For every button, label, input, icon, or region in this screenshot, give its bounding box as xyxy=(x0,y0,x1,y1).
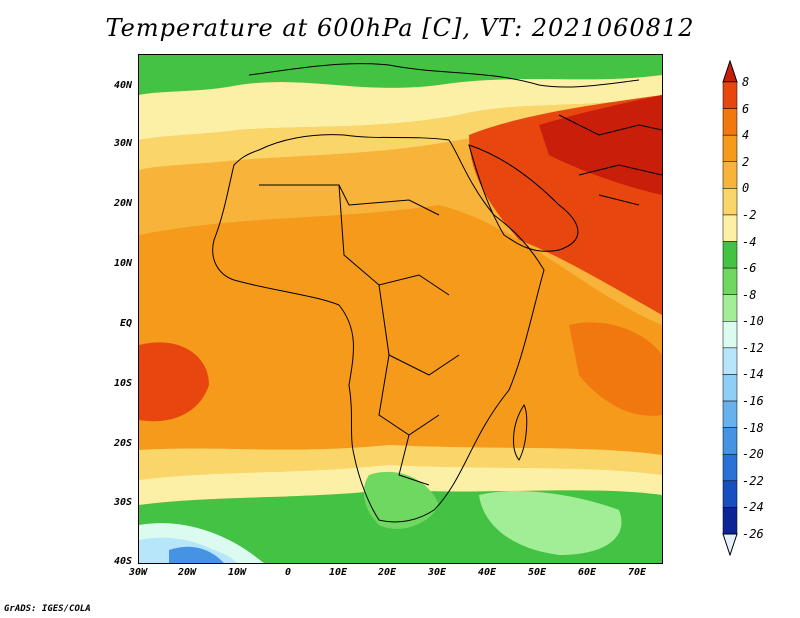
sw-atlantic-hot xyxy=(139,342,209,422)
lon-label-60e: 60E xyxy=(577,567,597,578)
colorbar-swatch xyxy=(722,294,738,322)
asia-borders xyxy=(558,114,662,206)
north-yellow-band xyxy=(139,75,662,140)
colorbar-swatch xyxy=(722,453,738,482)
colorbar-swatch xyxy=(722,400,738,428)
north-green-band xyxy=(139,55,662,95)
colorbar-swatch xyxy=(722,507,738,535)
colorbar-swatch xyxy=(722,347,738,375)
borders-5 xyxy=(398,434,430,486)
lat-label-20s: 20S xyxy=(113,438,132,449)
lat-label-20n: 20N xyxy=(113,198,132,209)
colorbar-tick-label: -12 xyxy=(742,340,764,355)
colorbar-swatch xyxy=(722,480,738,508)
temperature-field xyxy=(139,55,662,563)
temperature-map xyxy=(138,54,663,564)
north-pale-band xyxy=(139,95,662,170)
lat-label-eq: EQ xyxy=(119,318,132,329)
colorbar-tick-label: -26 xyxy=(742,527,764,541)
lon-label-10e: 10E xyxy=(328,567,348,578)
lat-label-10n: 10N xyxy=(113,258,132,269)
colorbar-tick-label: -2 xyxy=(742,207,757,222)
tropical-orange xyxy=(139,205,662,455)
colorbar-swatch xyxy=(722,374,738,402)
colorbar-tick-label: -24 xyxy=(742,500,764,515)
colorbar-tick-label: -10 xyxy=(742,314,764,329)
south-pale-band xyxy=(139,445,662,480)
lat-label-30n: 30N xyxy=(113,138,132,149)
colorbar xyxy=(722,60,738,556)
lat-label-40s: 40S xyxy=(113,556,132,567)
europe-coast xyxy=(248,63,640,88)
lon-label-30w: 30W xyxy=(128,567,148,578)
lon-label-40e: 40E xyxy=(477,567,497,578)
colorbar-tick-label: -18 xyxy=(742,420,764,435)
lat-label-10s: 10S xyxy=(113,378,132,389)
colorbar-tick-label: 2 xyxy=(742,154,750,169)
colorbar-tick-label: 4 xyxy=(742,128,750,143)
colorbar-tick-label: -16 xyxy=(742,394,764,409)
madagascar xyxy=(513,403,528,461)
cold-blue xyxy=(169,546,224,563)
colorbar-top-arrow xyxy=(722,60,738,83)
colorbar-swatch xyxy=(722,134,738,163)
indian-ocean-warm xyxy=(569,322,662,416)
map-title: Temperature at 600hPa [C], VT: 202106081… xyxy=(105,14,695,42)
colorbar-swatch xyxy=(722,108,738,136)
colorbar-tick-label: -20 xyxy=(742,447,764,462)
lon-label-70e: 70E xyxy=(627,567,647,578)
colorbar-swatch xyxy=(722,188,738,216)
colorbar-swatch xyxy=(722,81,738,109)
colorbar-swatch xyxy=(722,161,738,189)
africa-outline xyxy=(212,134,545,523)
lon-label-20w: 20W xyxy=(177,567,197,578)
colorbar-tick-label: -22 xyxy=(742,473,764,488)
credit-text: GrADS: IGES/COLA xyxy=(4,604,91,614)
colorbar-tick-label: 8 xyxy=(742,75,750,89)
colorbar-swatch xyxy=(722,267,738,295)
borders-4 xyxy=(378,354,440,436)
lat-label-30s: 30S xyxy=(113,497,132,508)
lon-label-0: 0 xyxy=(284,567,292,578)
south-lighter-green xyxy=(479,490,622,555)
colorbar-segments xyxy=(722,60,738,556)
lon-label-20e: 20E xyxy=(377,567,397,578)
lon-label-10w: 10W xyxy=(227,567,247,578)
borders-1 xyxy=(259,184,440,216)
colorbar-tick-label: -6 xyxy=(742,261,757,276)
south-light-green xyxy=(363,471,439,529)
lon-label-30e: 30E xyxy=(427,567,447,578)
colorbar-swatch xyxy=(722,241,738,269)
colorbar-bottom-arrow xyxy=(722,533,738,556)
lat-label-40n: 40N xyxy=(113,80,132,91)
colorbar-tick-label: 6 xyxy=(742,101,750,116)
arabian-peninsula xyxy=(468,144,579,252)
colorbar-swatch xyxy=(722,321,738,349)
colorbar-swatch xyxy=(722,214,738,242)
lon-label-50e: 50E xyxy=(527,567,547,578)
colorbar-tick-label: -14 xyxy=(742,367,764,382)
colorbar-swatch xyxy=(722,427,738,455)
coastlines xyxy=(212,63,662,523)
colorbar-tick-label: 0 xyxy=(742,181,750,196)
colorbar-tick-label: -4 xyxy=(742,234,757,249)
colorbar-tick-label: -8 xyxy=(742,287,757,302)
borders-3 xyxy=(378,284,460,376)
